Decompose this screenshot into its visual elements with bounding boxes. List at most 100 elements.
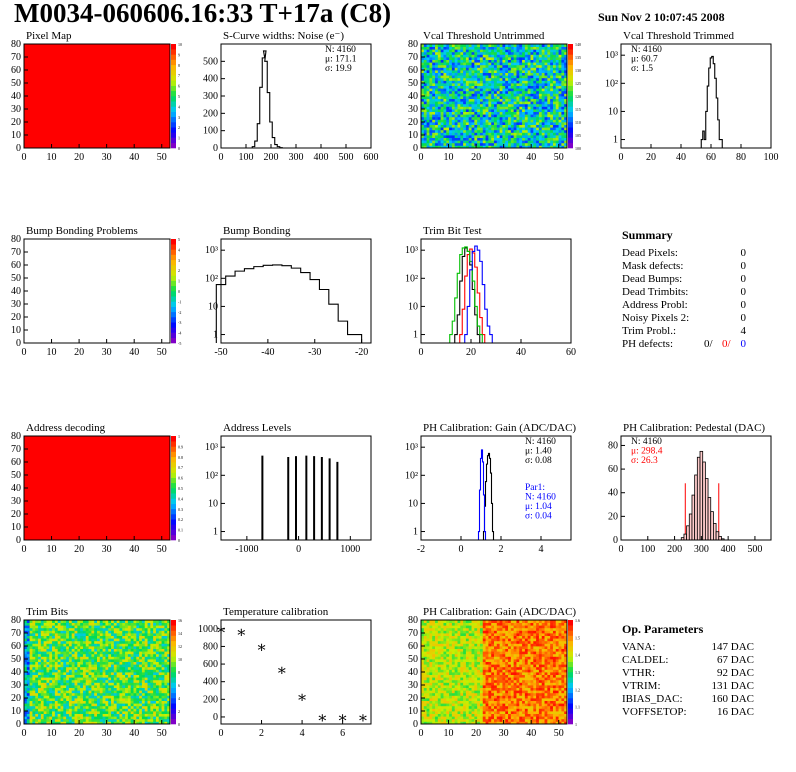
color-bar-segment: [171, 656, 176, 662]
heatmap-cell: [155, 630, 160, 634]
heatmap-cell: [97, 718, 101, 722]
heatmap-cell: [32, 656, 36, 660]
heatmap-cell: [136, 679, 140, 683]
heatmap-cell: [564, 83, 568, 86]
heatmap-cell: [544, 85, 548, 89]
heatmap-cell: [133, 687, 137, 691]
heatmap-cell: [471, 51, 475, 55]
heatmap-cell: [482, 59, 486, 63]
heatmap-cell: [141, 659, 146, 662]
heatmap-cell: [457, 93, 461, 97]
heatmap-cell: [119, 666, 123, 670]
heatmap-cell: [144, 711, 148, 714]
heatmap-cell: [80, 677, 84, 681]
heatmap-cell: [111, 703, 115, 707]
heatmap-cell: [136, 630, 140, 634]
heatmap-cell: [561, 85, 565, 89]
heatmap-cell: [421, 638, 425, 642]
heatmap-cell: [35, 716, 39, 720]
heatmap-cell: [46, 718, 50, 722]
heatmap-cell: [426, 718, 430, 722]
heatmap-cell: [32, 685, 36, 688]
heatmap-cell: [85, 666, 89, 670]
heatmap-cell: [552, 137, 557, 141]
heatmap-cell: [482, 93, 486, 97]
heatmap-cell: [153, 643, 157, 647]
heatmap-cell: [544, 119, 548, 123]
heatmap-cell: [66, 705, 70, 709]
heatmap-cell: [432, 46, 436, 50]
heatmap-cell: [429, 716, 433, 720]
heatmap-cell: [508, 132, 512, 136]
heatmap-cell: [538, 49, 543, 53]
heatmap-cell: [122, 672, 126, 675]
heatmap-cell: [547, 140, 551, 144]
heatmap-cell: [99, 682, 104, 686]
heatmap-cell: [449, 145, 453, 149]
heatmap-cell: [99, 721, 104, 725]
heatmap-cell: [423, 132, 428, 136]
heatmap-cell: [488, 101, 492, 105]
heatmap-cell: [513, 119, 517, 123]
heatmap-cell: [482, 119, 486, 123]
heatmap-cell: [40, 640, 45, 644]
heatmap-cell: [130, 664, 134, 668]
heatmap-cell: [463, 49, 467, 53]
heatmap-cell: [446, 70, 450, 73]
heatmap-cell: [524, 67, 529, 71]
heatmap-cell: [29, 716, 33, 720]
heatmap-cell: [153, 713, 157, 717]
heatmap-cell: [474, 72, 478, 76]
heatmap-cell: [153, 687, 157, 691]
heatmap-cell: [125, 627, 129, 631]
heatmap-cell: [91, 679, 95, 683]
color-bar-tick-label: 0: [178, 538, 180, 543]
heatmap-cell: [552, 96, 557, 99]
heatmap-cell: [432, 80, 436, 84]
heatmap-cell: [437, 64, 442, 68]
heatmap-cell: [102, 700, 106, 704]
heatmap-cell: [66, 718, 70, 722]
heatmap-cell: [437, 96, 442, 99]
heatmap-cell: [97, 711, 101, 714]
heatmap-cell: [513, 83, 517, 86]
heatmap-cell: [561, 83, 565, 86]
heatmap-cell: [552, 83, 557, 86]
heatmap-cell: [38, 651, 42, 655]
heatmap-cell: [167, 679, 171, 683]
heatmap-cell: [111, 648, 115, 652]
heatmap-cell: [29, 627, 33, 631]
heatmap-cell: [538, 70, 543, 73]
heatmap-cell: [63, 698, 67, 701]
color-bar-segment: [171, 239, 176, 245]
x-tick-label: -50: [214, 347, 227, 358]
heatmap-cell: [26, 672, 31, 675]
heatmap-cell: [155, 661, 160, 665]
heatmap-cell: [558, 90, 562, 94]
heatmap-cell: [485, 46, 489, 50]
heatmap-cell: [522, 49, 526, 53]
heatmap-cell: [54, 695, 59, 699]
color-bar-segment: [171, 265, 176, 271]
heatmap-cell: [477, 116, 481, 120]
heatmap-cell: [46, 674, 50, 678]
heatmap-cell: [52, 651, 56, 655]
color-bar-segment: [171, 296, 176, 302]
heatmap-cell: [522, 137, 526, 141]
heatmap-cell: [536, 129, 540, 133]
heatmap-cell: [547, 44, 551, 47]
color-bar-segment: [171, 718, 176, 725]
heatmap-cell: [153, 627, 157, 631]
heatmap-cell: [541, 101, 545, 105]
heatmap-cell: [426, 142, 430, 146]
heatmap-cell: [541, 51, 545, 55]
heatmap-cell: [505, 88, 509, 92]
heatmap-cell: [468, 132, 472, 136]
heatmap-cell: [432, 659, 436, 662]
heatmap-cell: [432, 106, 436, 110]
heatmap-cell: [161, 698, 165, 701]
heatmap-cell: [40, 685, 45, 688]
heatmap-cell: [491, 59, 495, 63]
heatmap-cell: [421, 51, 425, 55]
heatmap-cell: [564, 96, 568, 99]
